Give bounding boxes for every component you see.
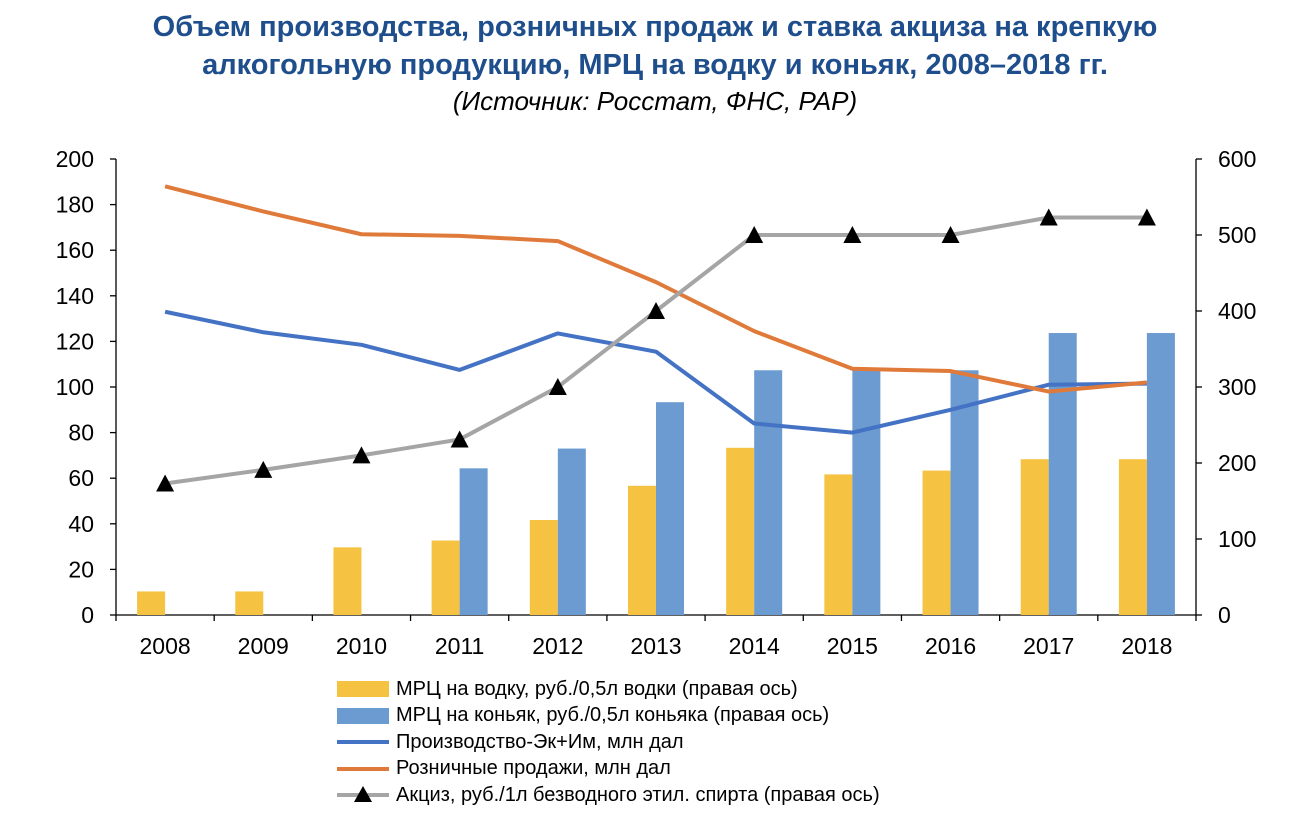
chart-title-line-2: алкогольную продукцию, МРЦ на водку и ко… [202, 49, 1108, 81]
legend-label-vodka: МРЦ на водку, руб./0,5л водки (правая ос… [396, 677, 798, 700]
left-tick-label: 20 [68, 556, 94, 582]
excise-marker [450, 430, 469, 448]
left-tick-label: 160 [56, 237, 94, 263]
x-tick-label: 2010 [336, 633, 387, 659]
bar-cognac [1146, 333, 1175, 615]
bar-vodka [431, 540, 460, 615]
bar-vodka [137, 591, 166, 615]
bar-vodka [726, 447, 755, 615]
legend-item-production: Производство-Эк+Им, млн дал [337, 729, 880, 756]
bar-vodka [235, 591, 264, 615]
legend-item-retail: Розничные продажи, млн дал [337, 756, 880, 783]
line-retail [164, 184, 1148, 394]
right-tick-label: 600 [1218, 146, 1256, 172]
bar-cognac [754, 370, 783, 615]
left-tick-label: 40 [68, 511, 94, 537]
legend-swatch-cognac [337, 703, 389, 729]
excise-marker [1039, 208, 1058, 226]
legend-swatch-production [337, 729, 389, 755]
left-tick-label: 140 [56, 283, 94, 309]
x-tick-label: 2016 [925, 633, 976, 659]
left-tick-label: 100 [56, 374, 94, 400]
bar-vodka [1118, 459, 1147, 615]
legend-item-excise: Акциз, руб./1л безводного этил. спирта (… [337, 782, 880, 809]
bar-cognac [656, 402, 684, 615]
right-tick-label: 500 [1218, 222, 1256, 248]
right-tick-label: 200 [1218, 450, 1256, 476]
right-tick-label: 300 [1218, 374, 1256, 400]
left-tick-label: 180 [56, 192, 94, 218]
x-tick-label: 2008 [140, 633, 191, 659]
x-tick-label: 2013 [630, 633, 681, 659]
x-tick-label: 2015 [827, 633, 878, 659]
x-tick-label: 2012 [532, 633, 583, 659]
excise-marker [254, 460, 273, 478]
x-tick-label: 2009 [238, 633, 289, 659]
line-production [164, 309, 1147, 435]
bar-vodka [824, 474, 853, 615]
excise-marker [352, 446, 371, 464]
legend-item-cognac: МРЦ на коньяк, руб./0,5л коньяка (правая… [337, 703, 880, 730]
left-tick-label: 60 [68, 465, 94, 491]
legend-label-retail: Розничные продажи, млн дал [396, 757, 671, 780]
x-tick-label: 2017 [1023, 633, 1074, 659]
chart-legend: МРЦ на водку, руб./0,5л водки (правая ос… [337, 676, 880, 809]
excise-marker [1137, 208, 1156, 226]
legend-label-cognac: МРЦ на коньяк, руб./0,5л коньяка (правая… [396, 704, 830, 727]
left-tick-label: 200 [56, 146, 94, 172]
left-tick-label: 80 [68, 420, 94, 446]
excise-marker [745, 226, 764, 243]
excise-marker [647, 302, 665, 319]
legend-swatch-retail [337, 756, 389, 782]
right-tick-label: 400 [1218, 298, 1256, 324]
chart-title: Объем производства, розничных продаж и с… [0, 8, 1310, 84]
bar-cognac [852, 370, 881, 615]
bar-vodka [529, 520, 558, 615]
legend-item-vodka: МРЦ на водку, руб./0,5л водки (правая ос… [337, 676, 880, 703]
bar-cognac [459, 468, 488, 615]
legend-swatch-vodka [337, 676, 389, 702]
legend-swatch-excise [337, 782, 389, 808]
left-tick-label: 0 [81, 602, 94, 628]
right-tick-label: 0 [1218, 602, 1231, 628]
legend-label-excise: Акциз, руб./1л безводного этил. спирта (… [396, 783, 880, 806]
excise-marker [843, 226, 862, 243]
chart-title-line-1: Объем производства, розничных продаж и с… [152, 11, 1158, 43]
x-tick-label: 2018 [1121, 633, 1172, 659]
bar-cognac [1048, 333, 1077, 615]
bar-vodka [628, 485, 656, 615]
left-tick-label: 120 [56, 328, 94, 354]
chart-subtitle: (Источник: Росстат, ФНС, РАР) [452, 86, 858, 116]
bar-vodka [922, 470, 951, 615]
bar-vodka [1020, 459, 1049, 615]
excise-marker [156, 474, 175, 492]
legend-label-production: Производство-Эк+Им, млн дал [396, 730, 684, 753]
bar-cognac [557, 448, 586, 615]
excise-marker [941, 226, 960, 243]
right-tick-label: 100 [1218, 526, 1256, 552]
bar-cognac [950, 370, 979, 615]
excise-marker [548, 378, 567, 395]
x-tick-label: 2014 [729, 633, 780, 659]
x-tick-label: 2011 [435, 633, 484, 659]
bar-vodka [333, 547, 362, 615]
